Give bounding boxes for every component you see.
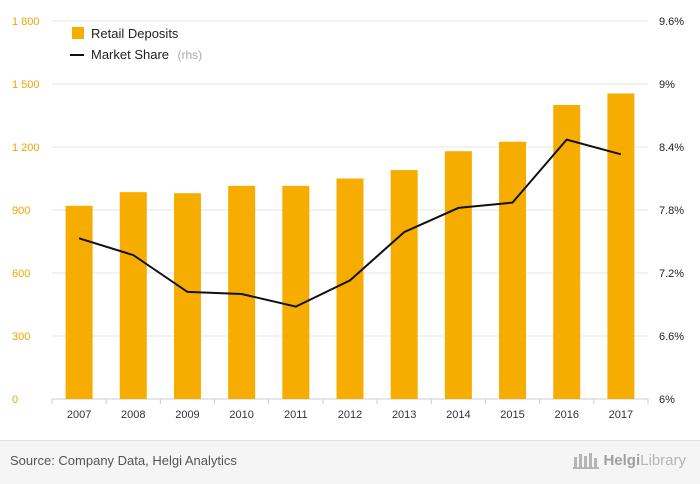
bar-2013[interactable]	[390, 170, 418, 399]
bar-2016[interactable]	[553, 105, 581, 399]
right-tick-label: 6%	[659, 394, 675, 406]
x-tick-label: 2016	[554, 409, 578, 421]
bar-2008[interactable]	[119, 192, 147, 399]
x-tick-label: 2013	[392, 409, 416, 421]
x-tick-label: 2014	[446, 409, 470, 421]
left-tick-label: 1 200	[12, 142, 40, 154]
gridlines	[51, 20, 649, 404]
market-share-polyline[interactable]	[78, 138, 622, 308]
bar-2009[interactable]	[173, 193, 201, 399]
legend-swatch-retail-deposits	[72, 27, 84, 39]
right-tick-label: 7.8%	[659, 205, 684, 217]
bar-2007[interactable]	[65, 205, 93, 399]
bar-2015[interactable]	[499, 141, 527, 399]
x-tick-label: 2007	[67, 409, 91, 421]
legend-label-market-share: Market Share (rhs)	[91, 46, 202, 63]
brand-library: Library	[640, 451, 686, 469]
legend-label-rhs: (rhs)	[178, 48, 203, 62]
brand-helgi: Helgi	[603, 451, 641, 469]
chart: 0 300 600 900 1 200 1 500 1 800 6% 6.6% 7.2% 7.8%…	[12, 16, 684, 421]
right-axis-ticks: 6% 6.6% 7.2% 7.8% 8.4% 9% 9.6%	[659, 16, 684, 406]
right-tick-label: 9.6%	[659, 16, 684, 28]
right-tick-label: 9%	[659, 79, 675, 91]
right-tick-label: 6.6%	[659, 331, 684, 343]
x-tick-label: 2012	[338, 409, 362, 421]
bar-2010[interactable]	[228, 185, 256, 399]
left-tick-label: 0	[12, 394, 18, 406]
left-tick-label: 300	[12, 331, 30, 343]
x-tick-label: 2008	[121, 409, 145, 421]
market-share-line	[78, 138, 622, 308]
left-tick-label: 1 500	[12, 79, 40, 91]
footer: Source: Company Data, Helgi Analytics He…	[0, 440, 700, 484]
x-tick-label: 2011	[284, 409, 308, 421]
bar-2014[interactable]	[444, 151, 472, 399]
bar-2017[interactable]	[607, 93, 635, 399]
legend: Retail Deposits Market Share (rhs)	[70, 26, 202, 63]
left-axis-ticks: 0 300 600 900 1 200 1 500 1 800	[12, 16, 40, 406]
right-tick-label: 8.4%	[659, 142, 684, 154]
x-axis-ticks: 2007 2008 2009 2010 2011 2012 2013 2014 2015 2016…	[67, 409, 633, 421]
x-tick-label: 2009	[175, 409, 199, 421]
brand-logo[interactable]: Helgi Library	[573, 451, 686, 469]
source-text: Source: Company Data, Helgi Analytics	[10, 453, 237, 468]
bar-2012[interactable]	[336, 178, 364, 400]
library-icon	[573, 453, 600, 469]
left-tick-label: 1 800	[12, 16, 40, 28]
x-tick-label: 2015	[500, 409, 524, 421]
bar-2011[interactable]	[282, 185, 310, 399]
right-tick-label: 7.2%	[659, 268, 684, 280]
bars	[65, 93, 635, 400]
legend-label-retail-deposits: Retail Deposits	[91, 26, 179, 41]
left-tick-label: 900	[12, 205, 30, 217]
left-tick-label: 600	[12, 268, 30, 280]
legend-label-market-share-text: Market Share	[91, 47, 169, 62]
x-tick-label: 2010	[229, 409, 253, 421]
x-tick-label: 2017	[609, 409, 633, 421]
